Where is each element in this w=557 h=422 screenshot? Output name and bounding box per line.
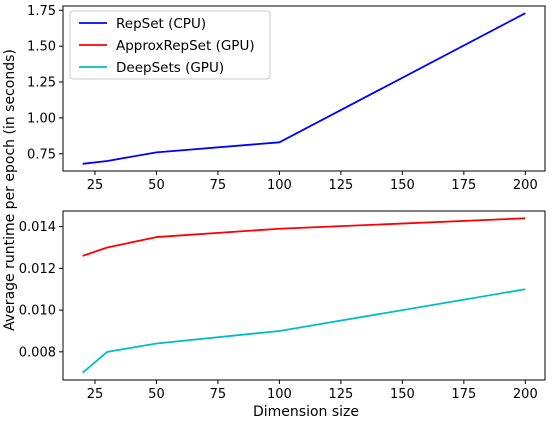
top-plot-frame: [62, 5, 546, 172]
top-y-tick-label: 1.25: [27, 76, 56, 91]
y-axis-label: Average runtime per epoch (in seconds): [2, 49, 18, 331]
top-x-tick-label: 50: [148, 178, 165, 193]
top-x-tick-label: 125: [328, 178, 353, 193]
top-x-tick-label: 200: [513, 178, 538, 193]
top-x-tick-label: 150: [390, 178, 415, 193]
top-y-tick-label: 1.00: [27, 111, 56, 126]
top-x-tick-label: 25: [87, 178, 104, 193]
top-x-tick-label: 100: [267, 178, 292, 193]
bottom-x-tick-label: 125: [328, 387, 353, 402]
legend-entry-label: DeepSets (GPU): [116, 60, 224, 76]
bottom-y-tick-label: 0.008: [19, 345, 56, 360]
bottom-y-tick-label: 0.010: [19, 304, 56, 319]
bottom-plot-frame: [62, 210, 546, 381]
bottom-x-tick-label: 200: [513, 387, 538, 402]
bottom-panel: 25 50 75 100 125 150 175 200 0.008 0.010 0.012 0.01…: [19, 210, 546, 402]
bottom-x-tick-label: 50: [148, 387, 165, 402]
bottom-series-deepsets-gpu-line: [82, 288, 526, 374]
top-y-tick-label: 1.50: [27, 40, 56, 55]
top-panel: 25 50 75 100 125 150 175 200 0.75 1.00 1.25 1.50 1.7…: [27, 4, 546, 193]
bottom-x-tick-label: 75: [210, 387, 227, 402]
top-x-tick-label: 175: [451, 178, 476, 193]
legend: RepSet (CPU) ApproxRepSet (GPU) DeepSets (…: [69, 10, 271, 80]
x-axis-label: Dimension size: [253, 404, 359, 420]
bottom-x-tick-label: 25: [87, 387, 104, 402]
bottom-x-tick-label: 150: [390, 387, 415, 402]
top-series-repset-cpu-line: [82, 12, 526, 165]
legend-entry-label: ApproxRepSet (GPU): [116, 38, 255, 54]
bottom-series-approxrepset-gpu-line: [82, 217, 526, 257]
top-y-tick-label: 1.75: [27, 4, 56, 19]
top-x-tick-label: 75: [210, 178, 227, 193]
bottom-x-tick-label: 175: [451, 387, 476, 402]
legend-box: [69, 10, 271, 80]
legend-entry-label: RepSet (CPU): [116, 16, 206, 32]
bottom-y-tick-label: 0.014: [19, 220, 56, 235]
bottom-y-tick-label: 0.012: [19, 262, 56, 277]
top-y-tick-label: 0.75: [27, 147, 56, 162]
bottom-x-tick-label: 100: [267, 387, 292, 402]
